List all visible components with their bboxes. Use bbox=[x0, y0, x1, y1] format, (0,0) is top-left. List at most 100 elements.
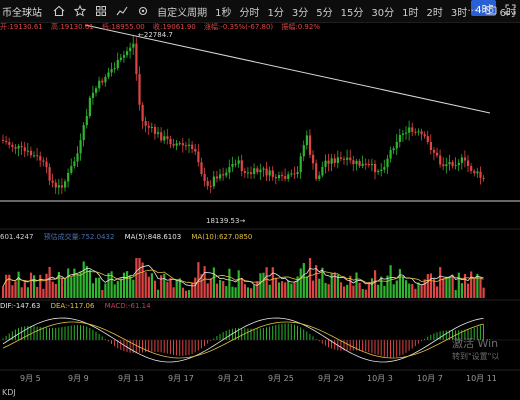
market-title[interactable]: 币全球站 bbox=[2, 7, 42, 19]
open-value: 开:19130.61 bbox=[0, 23, 43, 31]
candle bbox=[315, 163, 318, 179]
x-axis-label: 9月 25 bbox=[268, 374, 294, 383]
period-tab[interactable]: 分时 bbox=[239, 7, 260, 19]
volume-bar bbox=[122, 272, 126, 298]
volume-bar bbox=[64, 278, 67, 298]
candle bbox=[48, 167, 51, 181]
candle bbox=[364, 163, 367, 165]
candle bbox=[126, 51, 129, 56]
volume-bar bbox=[215, 283, 219, 298]
period-tab[interactable]: 1秒 bbox=[215, 7, 232, 19]
macd-legend: DIF:-147.63 DEA:-117.06 MACD:-61.14 bbox=[0, 302, 159, 310]
volume-bar bbox=[23, 282, 26, 298]
candle bbox=[454, 165, 457, 167]
candle bbox=[163, 136, 166, 141]
volume-bar bbox=[67, 268, 70, 298]
candle bbox=[191, 144, 194, 149]
volume-bar bbox=[364, 289, 367, 298]
change-value: 涨幅:-0.35%(-67.80) bbox=[204, 23, 274, 31]
candle bbox=[327, 160, 330, 164]
camera-icon[interactable] bbox=[485, 4, 497, 18]
candle bbox=[26, 150, 29, 152]
volume-value: 601.4247 bbox=[0, 233, 34, 241]
period-tab[interactable]: 15分 bbox=[340, 7, 364, 19]
volume-bar bbox=[250, 288, 253, 298]
home-icon[interactable] bbox=[48, 0, 69, 22]
period-tab[interactable]: 1时 bbox=[402, 7, 419, 19]
more-icon[interactable]: ··· bbox=[467, 5, 477, 17]
x-axis-label: 9月 13 bbox=[118, 374, 144, 383]
candle bbox=[268, 170, 271, 176]
volume-bar bbox=[302, 262, 305, 298]
volume-bar bbox=[439, 267, 442, 298]
candle bbox=[60, 185, 64, 188]
candle bbox=[101, 80, 104, 83]
candle bbox=[39, 155, 42, 161]
volume-bar bbox=[463, 273, 467, 298]
volume-bar bbox=[212, 267, 215, 298]
candle bbox=[29, 150, 33, 156]
grid-icon[interactable] bbox=[90, 0, 111, 22]
period-tab[interactable]: 30分 bbox=[371, 7, 395, 19]
volume-bar bbox=[219, 279, 222, 298]
trend-line bbox=[84, 24, 491, 114]
x-axis-label: 10月 11 bbox=[466, 374, 497, 383]
volume-bar bbox=[175, 280, 178, 298]
x-axis-label: 10月 7 bbox=[417, 374, 443, 383]
star-icon[interactable] bbox=[69, 0, 90, 22]
volume-bar bbox=[166, 281, 169, 298]
candle bbox=[5, 140, 8, 143]
candle bbox=[473, 170, 476, 174]
volume-bar bbox=[141, 262, 144, 298]
candle bbox=[107, 72, 110, 77]
candle bbox=[234, 163, 237, 165]
candle bbox=[82, 125, 85, 141]
settings-icon[interactable] bbox=[132, 0, 153, 22]
candle bbox=[45, 161, 48, 168]
candle bbox=[395, 141, 398, 149]
volume-bar bbox=[95, 277, 98, 298]
candle bbox=[305, 135, 308, 146]
candle bbox=[132, 43, 135, 48]
candle bbox=[383, 167, 386, 170]
candle bbox=[197, 151, 200, 163]
candle bbox=[336, 157, 339, 163]
volume-bar bbox=[138, 258, 141, 298]
candle bbox=[194, 148, 197, 152]
volume-bar bbox=[45, 273, 48, 298]
candle bbox=[76, 153, 79, 162]
candle bbox=[482, 177, 485, 179]
period-tab[interactable]: 3时 bbox=[450, 7, 468, 19]
period-tab[interactable]: 1分 bbox=[267, 7, 284, 19]
kdj-tab[interactable]: KDJ bbox=[2, 388, 16, 397]
period-tab[interactable]: 3分 bbox=[291, 7, 309, 19]
period-tab[interactable]: 5分 bbox=[316, 7, 333, 19]
candle bbox=[312, 154, 315, 164]
volume-bar bbox=[200, 274, 203, 298]
candle bbox=[219, 174, 222, 179]
period-tab[interactable]: 6时 bbox=[499, 7, 516, 19]
activation-watermark: 激活 Win bbox=[452, 337, 499, 350]
volume-bar bbox=[467, 283, 470, 298]
candle bbox=[129, 47, 132, 52]
volume-bar bbox=[398, 268, 401, 298]
candle bbox=[352, 160, 355, 165]
volume-bar bbox=[411, 283, 414, 298]
volume-bar bbox=[98, 277, 101, 298]
volume-bar bbox=[160, 275, 163, 298]
candle bbox=[265, 168, 268, 176]
candle bbox=[398, 134, 401, 142]
candle bbox=[476, 171, 479, 174]
custom-period-dropdown[interactable]: 自定义周期 bbox=[157, 7, 208, 19]
activation-watermark-sub: 转到"设置"以 bbox=[452, 352, 500, 361]
indicator-icon[interactable] bbox=[111, 0, 132, 22]
fullscreen-icon[interactable] bbox=[505, 4, 516, 18]
period-tab[interactable]: 2时 bbox=[426, 7, 443, 19]
candle bbox=[439, 155, 442, 165]
volume-bar bbox=[290, 283, 293, 298]
high-value: 高:19130.61 bbox=[51, 23, 94, 31]
low-value: 低:18955.00 bbox=[102, 23, 145, 31]
volume-bar bbox=[107, 272, 110, 298]
candle bbox=[175, 143, 178, 146]
